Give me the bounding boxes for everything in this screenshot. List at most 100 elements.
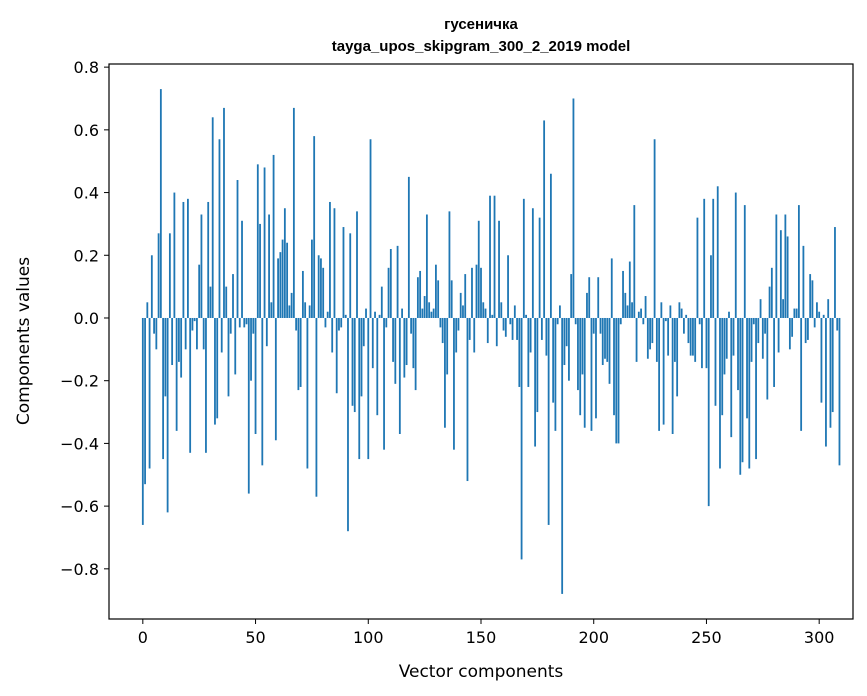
y-axis-ticks: −0.8 −0.6 −0.4 −0.2 0.0 0.2 0.4 0.6 0.8 — [60, 58, 109, 579]
bar — [820, 317, 823, 403]
bar — [394, 317, 397, 384]
bar — [209, 286, 212, 318]
bar — [615, 317, 618, 444]
y-axis-label: Components values — [14, 257, 34, 425]
bar — [795, 308, 798, 318]
bar — [148, 317, 151, 469]
bar — [534, 317, 537, 447]
bar — [484, 308, 487, 318]
bar — [626, 305, 629, 318]
bar — [818, 311, 821, 318]
bar — [662, 317, 665, 425]
bar — [543, 120, 546, 318]
bar — [389, 249, 392, 318]
bar — [509, 317, 512, 325]
bar — [788, 317, 791, 350]
bar — [784, 214, 787, 318]
bar — [802, 245, 805, 318]
bar — [360, 317, 363, 397]
bar — [522, 198, 525, 318]
bar — [419, 270, 422, 318]
bar — [263, 167, 266, 318]
bar — [358, 317, 361, 460]
bar — [597, 277, 600, 318]
bar — [552, 317, 555, 403]
bar — [322, 267, 325, 318]
bar — [687, 317, 690, 344]
bar — [290, 292, 293, 318]
bar — [448, 211, 451, 318]
bar — [579, 317, 582, 416]
bar — [498, 220, 500, 318]
bar — [565, 317, 568, 347]
x-axis-label: Vector components — [399, 662, 564, 682]
x-axis-ticks: 0 50 100 150 200 250 300 — [138, 619, 834, 647]
bar — [775, 214, 778, 318]
bar — [274, 317, 277, 441]
bar — [617, 317, 620, 444]
bar — [380, 286, 383, 318]
bar — [342, 227, 345, 318]
bar — [171, 317, 174, 366]
bar — [459, 292, 462, 318]
y-tick-label: 0.8 — [74, 58, 99, 77]
bar — [311, 239, 313, 318]
bar — [791, 317, 794, 337]
bar — [286, 242, 289, 318]
bar — [141, 317, 144, 525]
bar — [450, 280, 453, 318]
bar — [773, 317, 775, 387]
bar — [741, 317, 744, 463]
bar — [396, 245, 399, 318]
bar — [683, 317, 685, 334]
bar — [329, 201, 331, 318]
bar — [586, 292, 588, 318]
bar — [295, 317, 298, 331]
bar — [238, 317, 241, 328]
bar — [608, 317, 611, 384]
bar — [468, 317, 471, 340]
bar — [234, 317, 237, 375]
bar — [324, 317, 327, 328]
bar — [793, 308, 796, 318]
bar — [315, 317, 318, 497]
bar — [439, 317, 442, 328]
bar — [518, 317, 521, 387]
bar — [592, 317, 595, 334]
bar — [486, 317, 489, 344]
bar — [369, 139, 372, 318]
bar — [554, 317, 557, 431]
bar — [223, 107, 225, 318]
bar — [804, 317, 807, 344]
bar — [511, 317, 514, 340]
bar — [739, 317, 742, 475]
chart-title: гусеничка — [444, 16, 518, 33]
bar — [473, 317, 476, 353]
bar — [613, 317, 615, 416]
bar — [732, 317, 735, 356]
bar — [173, 192, 176, 318]
bar — [317, 255, 320, 318]
bar — [595, 317, 597, 419]
bar — [376, 317, 379, 416]
bar — [243, 317, 246, 328]
bar — [723, 317, 726, 375]
x-tick-label: 150 — [466, 628, 497, 647]
bar — [232, 274, 234, 318]
bar — [218, 139, 221, 318]
bar — [601, 317, 604, 366]
bar — [556, 317, 559, 325]
bar — [525, 314, 527, 318]
bar — [570, 274, 573, 318]
bar — [466, 317, 469, 482]
bar — [750, 317, 753, 362]
bar — [768, 286, 771, 318]
bar — [385, 317, 388, 328]
bar — [383, 317, 385, 450]
bar — [416, 277, 419, 318]
bar — [545, 317, 548, 356]
bar — [462, 305, 464, 318]
bar — [471, 267, 473, 318]
bar — [730, 317, 733, 438]
